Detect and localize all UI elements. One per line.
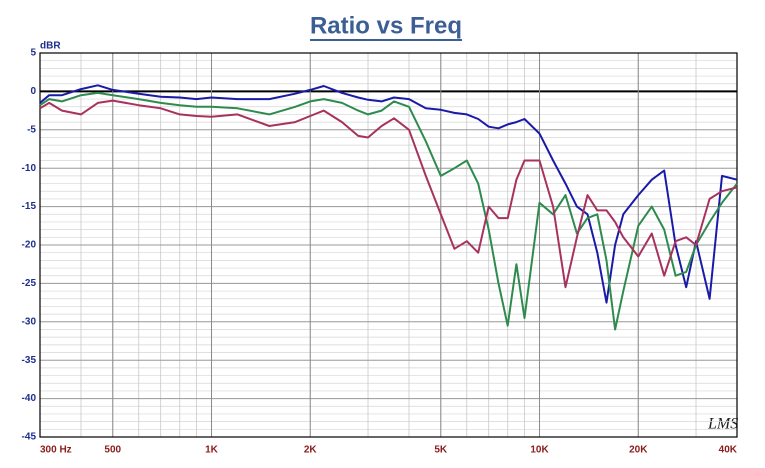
plot-frame: [39, 52, 738, 438]
x-tick-label: 300 Hz: [40, 445, 72, 456]
x-tick-label: 20K: [629, 445, 648, 456]
x-tick-label: 500: [104, 445, 121, 456]
x-tick-label: 10K: [530, 445, 549, 456]
data-line: [39, 99, 738, 289]
y-tick-label: -20: [22, 240, 37, 251]
y-tick-label: 5: [30, 48, 36, 59]
y-tick-label: -10: [22, 163, 37, 174]
y-axis-label: dBR: [40, 41, 61, 52]
y-tick-label: -15: [22, 201, 37, 212]
x-tick-label: 40K: [719, 445, 738, 456]
y-tick-label: -45: [22, 432, 37, 443]
data-line: [39, 84, 738, 304]
y-tick-label: -30: [22, 316, 37, 327]
x-tick-label: 1K: [205, 445, 219, 456]
x-tick-label: 5K: [434, 445, 448, 456]
y-tick-label: -40: [22, 393, 37, 404]
logo-annotation: LMS: [707, 416, 738, 433]
y-tick-label: -35: [22, 355, 37, 366]
x-tick-label: 2K: [304, 445, 318, 456]
data-line: [39, 91, 738, 331]
chart-title: Ratio vs Freq: [310, 12, 462, 39]
y-tick-label: -5: [27, 124, 36, 135]
y-tick-label: 0: [30, 86, 36, 97]
y-tick-label: -25: [22, 278, 37, 289]
